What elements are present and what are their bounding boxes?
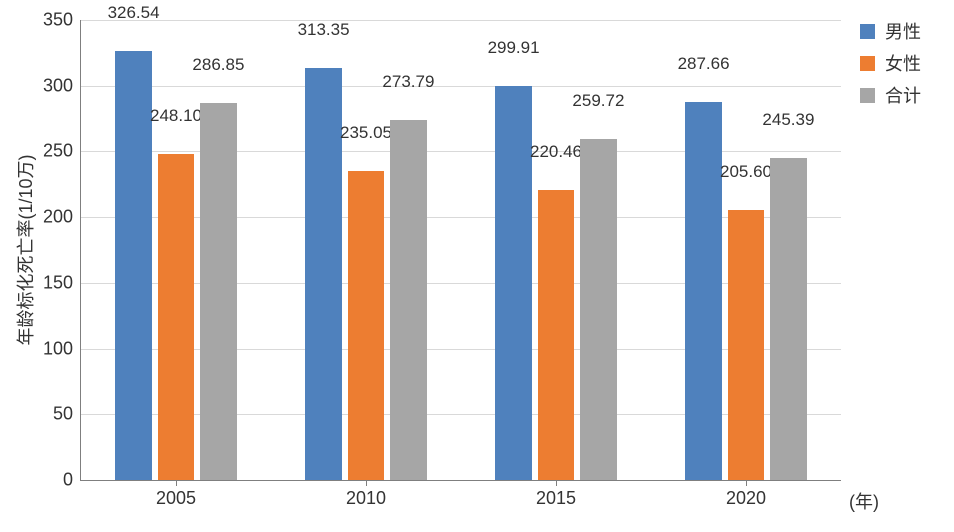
bar: [728, 210, 765, 480]
y-tick-label: 50: [53, 404, 81, 425]
x-tick-label: 2005: [156, 488, 196, 509]
bar: [580, 139, 617, 480]
bar-value-label: 259.72: [572, 91, 624, 115]
gridline: [81, 151, 841, 152]
legend-swatch: [860, 56, 875, 71]
gridline: [81, 86, 841, 87]
bar-value-label: 287.66: [678, 54, 730, 78]
legend-swatch: [860, 24, 875, 39]
bar-value-label: 326.54: [108, 3, 160, 27]
y-tick-label: 0: [63, 470, 81, 491]
legend-item: 女性: [860, 50, 921, 76]
x-tick-label: 2015: [536, 488, 576, 509]
x-tick-mark: [746, 480, 747, 486]
y-tick-label: 150: [43, 272, 81, 293]
bar-value-label: 313.35: [298, 20, 350, 44]
bar: [348, 171, 385, 480]
legend-label: 男性: [885, 18, 921, 44]
y-axis-label: 年龄标化死亡率(1/10万): [12, 154, 38, 345]
bar-value-label: 299.91: [488, 38, 540, 62]
bar-value-label: 205.60: [720, 162, 772, 186]
x-axis-unit-label: (年): [849, 488, 879, 514]
legend: 男性女性合计: [860, 18, 921, 114]
bar: [115, 51, 152, 480]
y-tick-label: 250: [43, 141, 81, 162]
y-tick-label: 100: [43, 338, 81, 359]
legend-swatch: [860, 88, 875, 103]
bar: [538, 190, 575, 480]
x-tick-mark: [176, 480, 177, 486]
legend-label: 女性: [885, 50, 921, 76]
bar: [158, 154, 195, 480]
x-tick-mark: [556, 480, 557, 486]
x-tick-mark: [366, 480, 367, 486]
chart-container: 0 50 100 150 200 250 300 350 2005 326.54 248.10 286…: [0, 0, 954, 532]
bar-value-label: 286.85: [192, 55, 244, 79]
bar: [495, 86, 532, 480]
gridline: [81, 20, 841, 21]
bar: [305, 68, 342, 480]
bar-value-label: 248.10: [150, 106, 202, 130]
bar-value-label: 273.79: [382, 72, 434, 96]
bar: [390, 120, 427, 480]
bar-value-label: 235.05: [340, 123, 392, 147]
legend-item: 合计: [860, 82, 921, 108]
legend-item: 男性: [860, 18, 921, 44]
y-tick-label: 300: [43, 75, 81, 96]
bar: [200, 103, 237, 480]
x-tick-label: 2010: [346, 488, 386, 509]
bar: [685, 102, 722, 480]
legend-label: 合计: [885, 82, 921, 108]
bar: [770, 158, 807, 481]
y-tick-label: 200: [43, 207, 81, 228]
x-tick-label: 2020: [726, 488, 766, 509]
y-tick-label: 350: [43, 10, 81, 31]
bar-value-label: 245.39: [762, 110, 814, 134]
bar-value-label: 220.46: [530, 142, 582, 166]
plot-area: 0501001502002503003502005326.54248.10286…: [80, 20, 841, 481]
